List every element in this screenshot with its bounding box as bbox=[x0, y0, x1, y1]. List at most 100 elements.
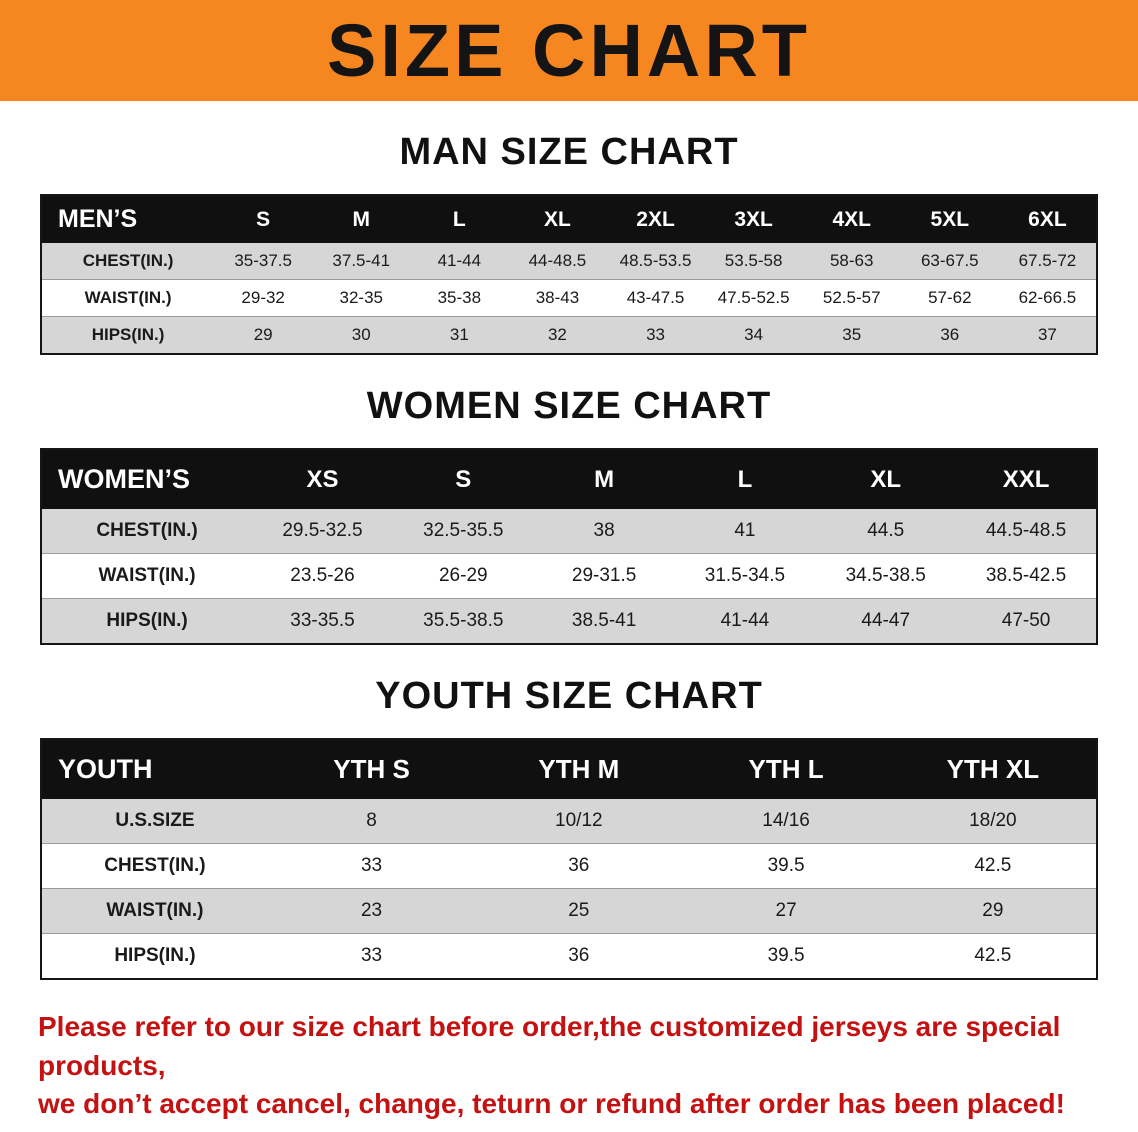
size-value: 29-31.5 bbox=[533, 553, 675, 599]
size-column-header: XXL bbox=[956, 449, 1097, 509]
size-value: 47.5-52.5 bbox=[704, 279, 803, 317]
section-heading: YOUTH SIZE CHART bbox=[375, 675, 763, 717]
size-column-header: 4XL bbox=[802, 195, 901, 243]
size-value: 48.5-53.5 bbox=[619, 251, 692, 270]
size-value: 35-37.5 bbox=[234, 251, 292, 270]
size-column-header: XL bbox=[815, 449, 957, 509]
size-value: 31.5-34.5 bbox=[674, 553, 816, 599]
size-value: 29-32 bbox=[214, 279, 313, 317]
size-column-header: YTH XL bbox=[889, 739, 1097, 799]
size-column-header: S bbox=[392, 449, 534, 509]
table-corner-label: YOUTH bbox=[41, 739, 268, 799]
size-value: 33 bbox=[606, 316, 705, 354]
measurement-label: CHEST(IN.) bbox=[96, 520, 198, 541]
size-charts: MAN SIZE CHART MEN’S S M L XL 2XL 3XL 4XL 5XL 6XL C… bbox=[0, 131, 1138, 980]
measurement-label: HIPS(IN.) bbox=[41, 933, 268, 979]
size-value: 47-50 bbox=[956, 598, 1097, 644]
size-value: 37.5-41 bbox=[332, 251, 391, 270]
size-value: 44-47 bbox=[815, 598, 957, 644]
table-row: CHEST(IN.) 33 36 39.5 42.5 bbox=[41, 843, 1097, 889]
size-value: 35 bbox=[802, 316, 901, 354]
size-value: 42.5 bbox=[889, 843, 1097, 889]
size-value: 63-67.5 bbox=[920, 251, 979, 270]
size-value: 33-35.5 bbox=[252, 598, 393, 644]
size-value: 67.5-72 bbox=[1018, 251, 1077, 270]
measurement-label: CHEST(IN.) bbox=[82, 251, 174, 270]
size-column-header: YTH S bbox=[267, 739, 476, 799]
size-value: 41-44 bbox=[674, 598, 816, 644]
size-column-header: XS bbox=[252, 449, 393, 509]
size-value: 18/20 bbox=[969, 810, 1017, 831]
size-value: 35-38 bbox=[410, 279, 509, 317]
size-value: 38.5-41 bbox=[533, 598, 675, 644]
size-value: 10/12 bbox=[555, 810, 603, 831]
section-heading: WOMEN SIZE CHART bbox=[366, 385, 772, 427]
size-value: 36 bbox=[475, 933, 683, 979]
size-column-header: M bbox=[533, 449, 675, 509]
size-value: 38.5-42.5 bbox=[956, 553, 1097, 599]
table-row: U.S.SIZE 8 10/12 14/16 18/20 bbox=[41, 799, 1097, 844]
measurement-label: WAIST(IN.) bbox=[41, 553, 253, 599]
size-column-header: M bbox=[312, 195, 411, 243]
measurement-label: HIPS(IN.) bbox=[41, 316, 215, 354]
size-value: 14/16 bbox=[762, 810, 810, 831]
size-value: 38-43 bbox=[508, 279, 607, 317]
size-value: 37 bbox=[998, 316, 1097, 354]
size-value: 44.5 bbox=[867, 520, 905, 541]
size-value: 38 bbox=[593, 520, 615, 541]
measurement-label: WAIST(IN.) bbox=[41, 279, 215, 317]
table-header-row: MEN’S S M L XL 2XL 3XL 4XL 5XL 6XL bbox=[41, 195, 1097, 243]
table-row: HIPS(IN.) 33 36 39.5 42.5 bbox=[41, 933, 1097, 979]
measurement-label: WAIST(IN.) bbox=[41, 888, 268, 934]
size-value: 43-47.5 bbox=[606, 279, 705, 317]
size-value: 42.5 bbox=[889, 933, 1097, 979]
table-row: WAIST(IN.) 29-32 32-35 35-38 38-43 43-47.5 47.… bbox=[41, 279, 1097, 317]
size-value: 8 bbox=[366, 810, 377, 831]
size-column-header: XL bbox=[508, 195, 607, 243]
sections-container: MAN SIZE CHART MEN’S S M L XL 2XL 3XL 4XL 5XL 6XL C… bbox=[0, 131, 1138, 980]
size-table: WOMEN’S XS S M L XL XXL CHEST(IN.) 29.5-32.5 32.5… bbox=[40, 448, 1098, 645]
table-row: CHEST(IN.) 29.5-32.5 32.5-35.5 38 41 44.5 44.5… bbox=[41, 509, 1097, 554]
size-section: YOUTH SIZE CHART YOUTH YTH S YTH M YTH L YTH … bbox=[0, 675, 1138, 980]
size-value: 23 bbox=[267, 888, 476, 934]
size-column-header: YTH L bbox=[682, 739, 890, 799]
size-table: YOUTH YTH S YTH M YTH L YTH XL U.S.SIZE 8 10/12… bbox=[40, 738, 1098, 980]
size-value: 29 bbox=[889, 888, 1097, 934]
size-column-header: L bbox=[410, 195, 509, 243]
size-value: 44.5-48.5 bbox=[985, 520, 1067, 541]
size-value: 52.5-57 bbox=[802, 279, 901, 317]
size-value: 23.5-26 bbox=[252, 553, 393, 599]
notice-line-1: Please refer to our size chart before or… bbox=[38, 1011, 1061, 1081]
size-value: 36 bbox=[475, 843, 683, 889]
size-column-header: 2XL bbox=[606, 195, 705, 243]
size-column-header: 5XL bbox=[900, 195, 999, 243]
page-title: SIZE CHART bbox=[327, 9, 811, 92]
size-section: MAN SIZE CHART MEN’S S M L XL 2XL 3XL 4XL 5XL 6XL C… bbox=[0, 131, 1138, 355]
size-value: 39.5 bbox=[682, 933, 890, 979]
size-value: 32 bbox=[508, 316, 607, 354]
section-heading: MAN SIZE CHART bbox=[399, 131, 739, 173]
size-value: 44-48.5 bbox=[528, 251, 587, 270]
size-value: 62-66.5 bbox=[998, 279, 1097, 317]
size-value: 34.5-38.5 bbox=[815, 553, 957, 599]
size-value: 53.5-58 bbox=[724, 251, 783, 270]
size-value: 29.5-32.5 bbox=[282, 520, 363, 541]
table-header-row: YOUTH YTH S YTH M YTH L YTH XL bbox=[41, 739, 1097, 799]
size-column-header: S bbox=[214, 195, 313, 243]
size-column-header: YTH M bbox=[475, 739, 683, 799]
size-value: 34 bbox=[704, 316, 803, 354]
table-row: WAIST(IN.) 23 25 27 29 bbox=[41, 888, 1097, 934]
measurement-label: U.S.SIZE bbox=[115, 810, 195, 831]
table-row: HIPS(IN.) 29 30 31 32 33 34 35 36 37 bbox=[41, 316, 1097, 354]
size-value: 32-35 bbox=[312, 279, 411, 317]
size-value: 39.5 bbox=[682, 843, 890, 889]
table-row: HIPS(IN.) 33-35.5 35.5-38.5 38.5-41 41-44 44-… bbox=[41, 598, 1097, 644]
size-value: 33 bbox=[267, 843, 476, 889]
table-row: WAIST(IN.) 23.5-26 26-29 29-31.5 31.5-34.5 34… bbox=[41, 553, 1097, 599]
size-value: 29 bbox=[214, 316, 313, 354]
measurement-label: CHEST(IN.) bbox=[41, 843, 268, 889]
table-row: CHEST(IN.) 35-37.5 37.5-41 41-44 44-48.5 48.5… bbox=[41, 243, 1097, 280]
footer-notice: Please refer to our size chart before or… bbox=[38, 1008, 1100, 1124]
size-value: 27 bbox=[682, 888, 890, 934]
size-value: 32.5-35.5 bbox=[423, 520, 504, 541]
